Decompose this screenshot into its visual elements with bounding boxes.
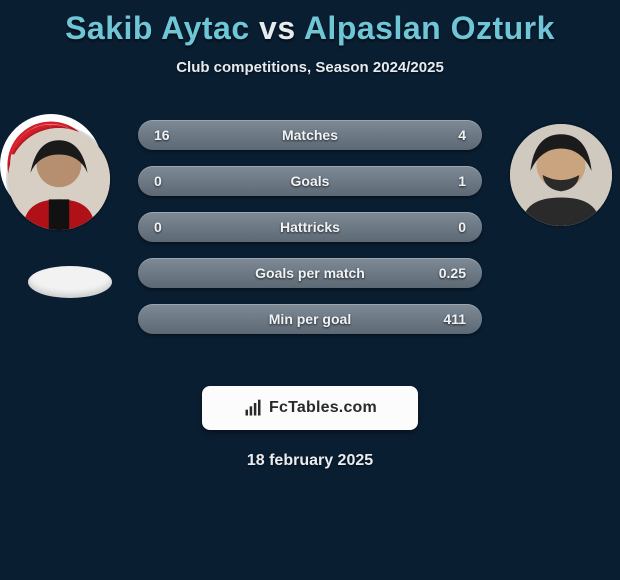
stat-row: 0 Hattricks 0 bbox=[138, 212, 482, 242]
stat-row: Goals per match 0.25 bbox=[138, 258, 482, 288]
stat-label: Hattricks bbox=[280, 219, 340, 235]
stat-label: Goals bbox=[291, 173, 330, 189]
stat-right-value: 0.25 bbox=[439, 258, 466, 288]
stat-label: Goals per match bbox=[255, 265, 365, 281]
content-area: 16 Matches 4 0 Goals 1 0 Hattricks 0 Goals per ma… bbox=[0, 114, 620, 374]
player1-club-logo bbox=[28, 266, 112, 298]
stat-right-value: 4 bbox=[458, 120, 466, 150]
stats-list: 16 Matches 4 0 Goals 1 0 Hattricks 0 Goals per ma… bbox=[138, 120, 482, 350]
brand-text: FcTables.com bbox=[269, 399, 377, 417]
vs-label: vs bbox=[259, 10, 296, 46]
player1-name: Sakib Aytac bbox=[65, 10, 250, 46]
stat-left-value: 0 bbox=[154, 212, 162, 242]
stat-label: Matches bbox=[282, 127, 338, 143]
bar-chart-icon bbox=[243, 398, 263, 418]
player2-avatar bbox=[510, 124, 612, 226]
stat-left-value: 16 bbox=[154, 120, 170, 150]
stat-row: 16 Matches 4 bbox=[138, 120, 482, 150]
stat-row: Min per goal 411 bbox=[138, 304, 482, 334]
stat-row: 0 Goals 1 bbox=[138, 166, 482, 196]
player2-name: Alpaslan Ozturk bbox=[304, 10, 555, 46]
date-label: 18 february 2025 bbox=[0, 452, 620, 470]
avatar-placeholder-icon bbox=[8, 128, 110, 230]
comparison-title: Sakib Aytac vs Alpaslan Ozturk bbox=[0, 0, 620, 47]
stat-right-value: 411 bbox=[443, 304, 466, 334]
stat-right-value: 0 bbox=[458, 212, 466, 242]
player1-avatar bbox=[8, 128, 110, 230]
avatar-placeholder-icon bbox=[510, 124, 612, 226]
stat-right-value: 1 bbox=[458, 166, 466, 196]
stat-left-value: 0 bbox=[154, 166, 162, 196]
brand-badge: FcTables.com bbox=[202, 386, 418, 430]
subtitle: Club competitions, Season 2024/2025 bbox=[0, 59, 620, 76]
stat-label: Min per goal bbox=[269, 311, 351, 327]
